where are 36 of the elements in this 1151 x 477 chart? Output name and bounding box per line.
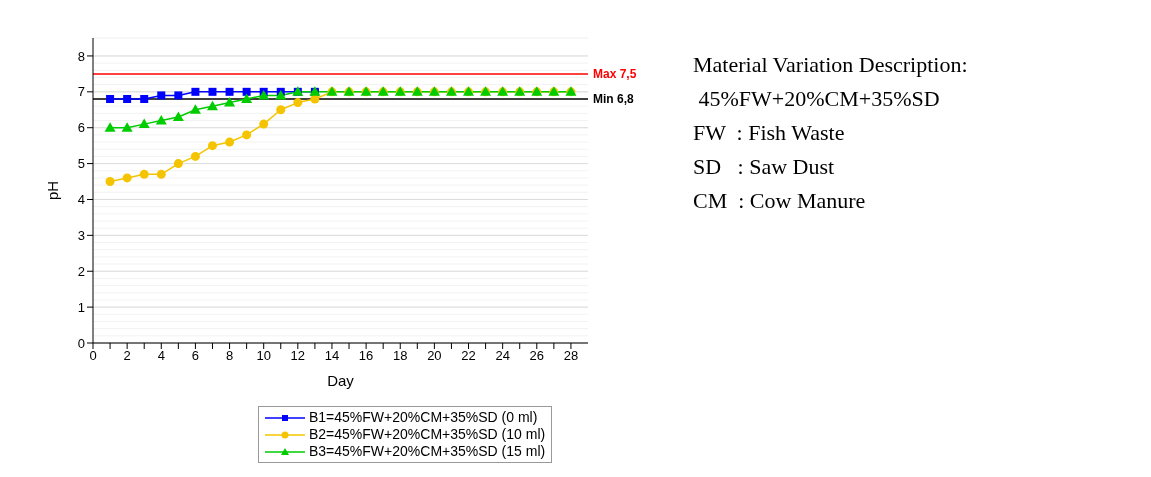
text: FW : Fish Waste [693,119,846,147]
y-tick-label: 6 [77,120,85,136]
y-tick-label: 7 [77,84,85,100]
x-tick-label: 22 [461,348,476,364]
ref-line-label: Min 6,8 [593,92,634,107]
y-tick-label: 1 [77,299,85,315]
x-tick-label: 20 [427,348,442,364]
x-tick-label: 12 [290,348,306,364]
x-tick-label: 8 [225,348,234,364]
legend-label: B3=45%FW+20%CM+35%SD (15 ml) [309,443,546,460]
y-tick-label: 4 [77,192,85,208]
x-tick-label: 16 [358,348,374,364]
text: CM : Cow Manure [693,187,867,215]
legend-label: B2=45%FW+20%CM+35%SD (10 ml) [309,426,546,443]
x-tick-label: 10 [256,348,271,364]
y-tick-label: 3 [77,227,85,243]
x-axis-title: Day [327,372,355,389]
x-tick-label: 4 [157,348,165,364]
x-tick-label: 6 [191,348,200,364]
y-tick-label: 5 [77,156,85,172]
text: Material Variation Description: [693,51,968,79]
x-tick-label: 0 [89,348,97,364]
y-tick-label: 0 [77,335,85,351]
x-tick-label: 28 [563,348,579,364]
x-tick-label: 2 [123,348,131,364]
text: SD : Saw Dust [693,153,836,181]
y-tick-label: 8 [77,48,85,64]
y-tick-label: 2 [77,263,85,279]
ref-line-label: Max 7,5 [593,67,637,82]
x-tick-label: 14 [324,348,340,364]
x-tick-label: 18 [393,348,408,364]
x-tick-label: 24 [495,348,510,364]
x-tick-label: 26 [529,348,545,364]
text: 45%FW+20%CM+35%SD [697,85,941,113]
y-axis-title: pH [44,180,62,201]
legend-label: B1=45%FW+20%CM+35%SD (0 ml) [309,409,538,426]
